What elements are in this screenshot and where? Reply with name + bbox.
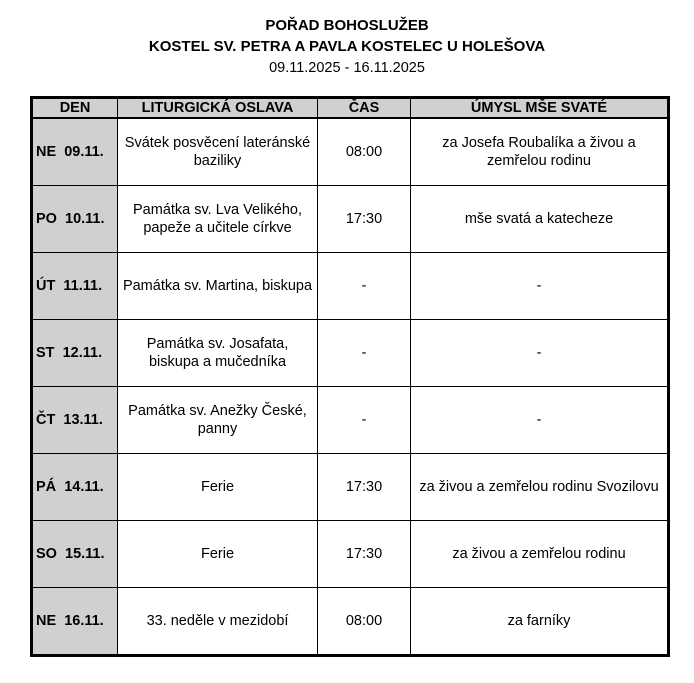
time-cell: - <box>317 252 411 320</box>
intention-cell: za živou a zemřelou rodinu <box>410 520 669 588</box>
table-row: ST 12.11. Památka sv. Josafata, biskupa a… <box>31 319 669 387</box>
celebration-cell: Ferie <box>117 520 318 588</box>
day-cell: PÁ 14.11. <box>31 453 118 521</box>
time-cell: 17:30 <box>317 185 411 253</box>
table-row: NE 09.11. Svátek posvěcení lateránské baz… <box>31 117 669 186</box>
intention-cell: za Josefa Roubalíka a živou a zemřelou r… <box>410 117 669 186</box>
intention-cell: za živou a zemřelou rodinu Svozilovu <box>410 453 669 521</box>
table-header-row: DEN LITURGICKÁ OSLAVA ČAS ÚMYSL MŠE SVAT… <box>31 97 669 119</box>
celebration-cell: Památka sv. Josafata, biskupa a mučedník… <box>117 319 318 387</box>
time-cell: - <box>317 319 411 387</box>
celebration-cell: Památka sv. Lva Velikého, papeže a učite… <box>117 185 318 253</box>
celebration-cell: Památka sv. Anežky České, panny <box>117 386 318 454</box>
table-row: SO 15.11. Ferie 17:30 za živou a zemřelou r… <box>31 520 669 588</box>
day-cell: NE 09.11. <box>31 117 118 186</box>
time-cell: 08:00 <box>317 587 411 656</box>
day-cell: ČT 13.11. <box>31 386 118 454</box>
column-header-celebration: LITURGICKÁ OSLAVA <box>117 97 318 119</box>
table-row: PO 10.11. Památka sv. Lva Velikého, papež… <box>31 185 669 253</box>
table-row: PÁ 14.11. Ferie 17:30 za živou a zemřelou r… <box>31 453 669 521</box>
celebration-cell: 33. neděle v mezidobí <box>117 587 318 656</box>
church-name: KOSTEL SV. PETRA A PAVLA KOSTELEC U HOLE… <box>148 38 546 55</box>
column-header-day: DEN <box>31 97 118 119</box>
schedule-table: DEN LITURGICKÁ OSLAVA ČAS ÚMYSL MŠE SVAT… <box>30 96 670 657</box>
time-cell: 17:30 <box>317 453 411 521</box>
day-cell: SO 15.11. <box>31 520 118 588</box>
celebration-cell: Památka sv. Martina, biskupa <box>117 252 318 320</box>
table-row: ÚT 11.11. Památka sv. Martina, biskupa - - <box>31 252 669 320</box>
column-header-intention: ÚMYSL MŠE SVATÉ <box>410 97 669 119</box>
document-title: POŘAD BOHOSLUŽEB <box>265 17 429 34</box>
intention-cell: - <box>410 319 669 387</box>
intention-cell: - <box>410 252 669 320</box>
day-cell: PO 10.11. <box>31 185 118 253</box>
celebration-cell: Svátek posvěcení lateránské baziliky <box>117 117 318 186</box>
intention-cell: za farníky <box>410 587 669 656</box>
time-cell: - <box>317 386 411 454</box>
table-row: NE 16.11. 33. neděle v mezidobí 08:00 za fa… <box>31 587 669 656</box>
day-cell: ÚT 11.11. <box>31 252 118 320</box>
intention-cell: mše svatá a katecheze <box>410 185 669 253</box>
day-cell: ST 12.11. <box>31 319 118 387</box>
celebration-cell: Ferie <box>117 453 318 521</box>
table-row: ČT 13.11. Památka sv. Anežky České, panny… <box>31 386 669 454</box>
time-cell: 17:30 <box>317 520 411 588</box>
intention-cell: - <box>410 386 669 454</box>
day-cell: NE 16.11. <box>31 587 118 656</box>
date-range: 09.11.2025 - 16.11.2025 <box>269 60 425 76</box>
column-header-time: ČAS <box>317 97 411 119</box>
time-cell: 08:00 <box>317 117 411 186</box>
